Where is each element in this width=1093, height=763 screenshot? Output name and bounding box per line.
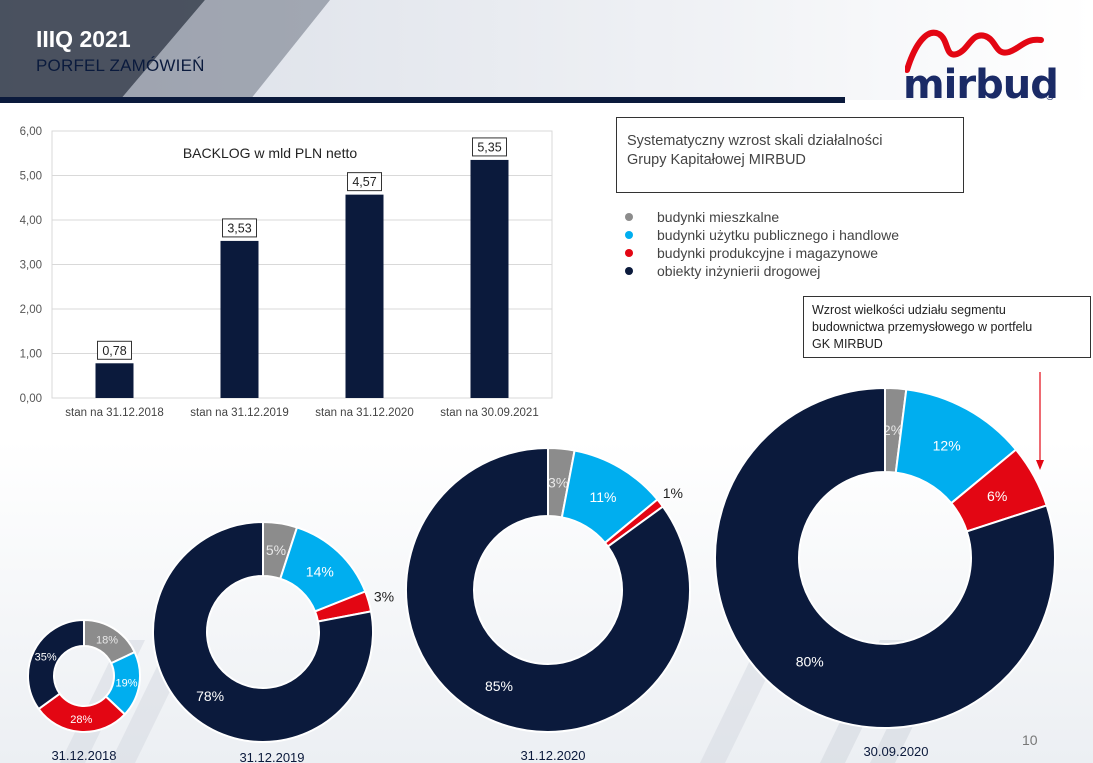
y-tick-label: 2,00 — [20, 304, 42, 316]
legend-dot-icon — [625, 213, 633, 221]
donut-slice — [27, 618, 85, 711]
donut-value-label: 11% — [589, 489, 616, 505]
slide-subtitle: PORFEL ZAMÓWIEŃ — [36, 56, 205, 75]
donut-value-label: 14% — [306, 563, 334, 579]
donut-value-label: 3% — [548, 474, 568, 490]
donut-value-label: 19% — [115, 678, 137, 690]
y-tick-label: 3,00 — [20, 260, 42, 272]
donut-chart: 2% 12% 6% 80% 30.09.2020 — [714, 386, 1056, 759]
callout-arrowhead-icon — [1036, 460, 1044, 470]
legend-item: obiekty inżynierii drogowej — [622, 262, 899, 280]
bar-value-label: 0,78 — [102, 344, 126, 358]
donut-caption: 31.12.2019 — [239, 750, 304, 763]
x-category-label: stan na 30.09.2021 — [440, 407, 538, 419]
info-line-2: Grupy Kapitałowej MIRBUD — [627, 152, 806, 168]
donut-value-label: 2% — [883, 422, 903, 438]
callout-line-1: Wzrost wielkości udziału segmentu — [812, 303, 1006, 317]
x-category-label: stan na 31.12.2019 — [190, 407, 288, 419]
donut-caption: 31.12.2018 — [51, 748, 116, 763]
donut-slice — [405, 446, 691, 733]
donut-value-label: 35% — [35, 651, 57, 663]
y-tick-label: 4,00 — [20, 215, 42, 227]
legend-label: obiekty inżynierii drogowej — [657, 263, 821, 279]
donut-slice — [714, 386, 1056, 729]
y-tick-label: 5,00 — [20, 171, 42, 183]
mirbud-wave-logo-icon — [905, 29, 1044, 73]
callout-line-2: budownictwa przemysłowego w portfelu — [812, 320, 1033, 334]
logo-text: mirbud — [903, 62, 1059, 108]
legend-dot-icon — [625, 249, 633, 257]
bar-value-box — [347, 172, 382, 192]
x-category-label: stan na 31.12.2018 — [65, 407, 163, 419]
donut-caption: 30.09.2020 — [863, 744, 928, 759]
bar-value-box — [472, 137, 507, 157]
y-tick-label: 6,00 — [20, 126, 42, 138]
bar-value-label: 5,35 — [477, 140, 501, 154]
x-category-label: stan na 31.12.2020 — [315, 407, 413, 419]
page-number: 10 — [1022, 732, 1038, 748]
donut-value-label: 6% — [987, 488, 1007, 504]
donut-value-label: 5% — [266, 542, 286, 558]
info-line-1: Systematyczny wzrost skali działalności — [627, 133, 883, 149]
slide-title: IIIQ 2021 — [36, 26, 131, 52]
donut-chart: 5% 14% 3% 78% 31.12.2019 — [152, 520, 394, 763]
donut-value-label: 3% — [374, 589, 394, 605]
donut-value-label: 85% — [485, 678, 513, 694]
donut-value-label: 12% — [933, 438, 961, 454]
donut-value-label: 28% — [70, 714, 92, 726]
donut-value-label: 1% — [663, 485, 683, 501]
donut-chart: 18% 19% 28% 35% 31.12.2018 — [27, 618, 141, 763]
logo-registered-mark: ® — [1045, 92, 1055, 103]
callout-box: Wzrost wielkości udziału segmentu budown… — [803, 296, 1091, 358]
legend-dot-icon — [625, 231, 633, 239]
legend-item: budynki użytku publicznego i handlowe — [622, 226, 899, 244]
legend-label: budynki produkcyjne i magazynowe — [657, 245, 879, 261]
info-box: Systematyczny wzrost skali działalności … — [616, 117, 964, 193]
donut-slice — [152, 520, 374, 743]
bar — [345, 194, 384, 398]
header-mid-shape — [120, 0, 330, 100]
header-bar — [0, 97, 845, 103]
y-tick-label: 1,00 — [20, 349, 42, 361]
donut-chart: 3% 11% 1% 85% 31.12.2020 — [405, 446, 691, 763]
legend-item: budynki mieszkalne — [622, 208, 899, 226]
donut-value-label: 80% — [796, 653, 824, 669]
callout-line-3: GK MIRBUD — [812, 337, 883, 351]
backlog-bar-chart: 0,00 1,00 2,00 3,00 4,00 5,00 6,00 BACKLOG w ml… — [20, 126, 553, 419]
donut-legend: budynki mieszkalne budynki użytku public… — [622, 208, 899, 280]
legend-label: budynki mieszkalne — [657, 209, 780, 225]
bar-value-box — [97, 340, 132, 360]
legend-item: budynki produkcyjne i magazynowe — [622, 244, 899, 262]
bar-chart-title: BACKLOG w mld PLN netto — [183, 145, 358, 161]
donut-caption: 31.12.2020 — [520, 748, 585, 763]
bar — [220, 240, 259, 398]
legend-dot-icon — [625, 267, 633, 275]
bar — [95, 363, 134, 398]
bar-value-label: 3,53 — [227, 221, 251, 235]
header-dark-shape — [0, 0, 205, 100]
bar-value-label: 4,57 — [352, 175, 376, 189]
donut-value-label: 18% — [96, 635, 118, 647]
donut-value-label: 78% — [196, 688, 224, 704]
y-tick-label: 0,00 — [20, 393, 42, 405]
bar — [470, 159, 509, 398]
bar-value-box — [222, 218, 257, 238]
legend-label: budynki użytku publicznego i handlowe — [657, 227, 900, 243]
